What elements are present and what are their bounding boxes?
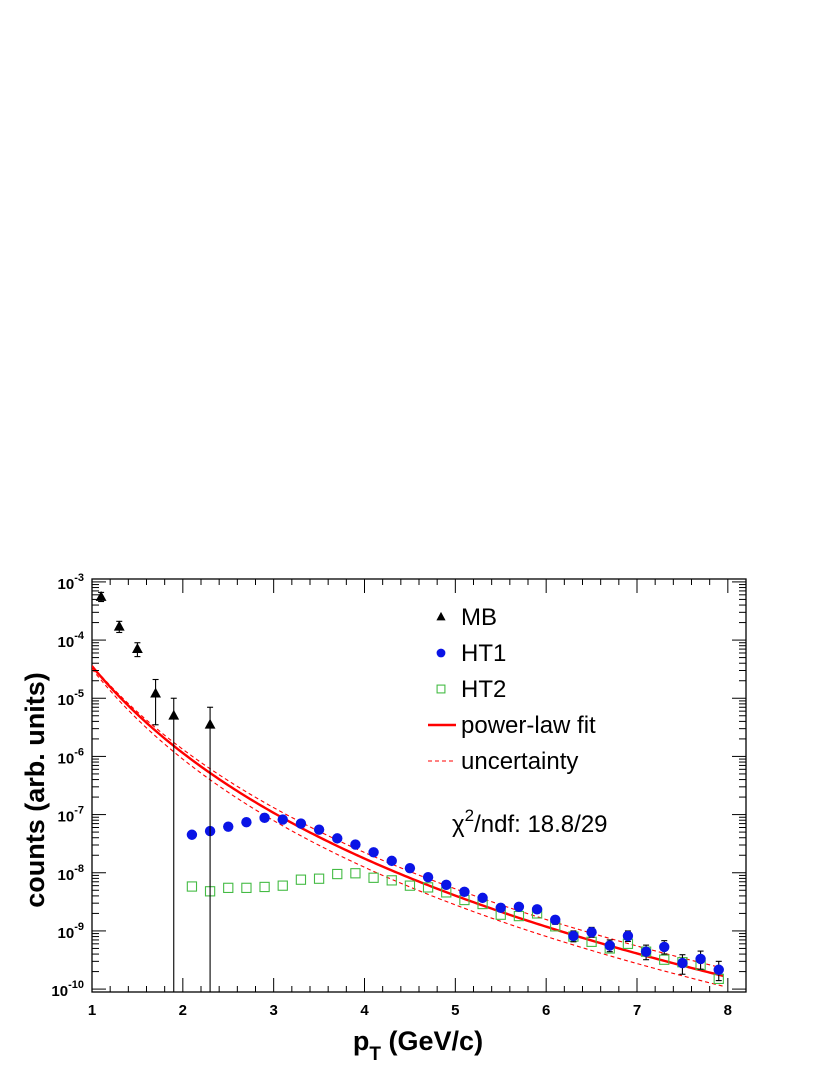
ht2-point xyxy=(186,881,198,892)
ht1-point xyxy=(459,886,470,898)
mb-point xyxy=(168,709,180,720)
ht1-point xyxy=(350,839,361,850)
ht1-point xyxy=(659,941,670,953)
ht1-point xyxy=(332,833,343,844)
uncertainty-upper-curve xyxy=(92,665,724,969)
legend-mb-marker xyxy=(436,611,446,621)
mb-point xyxy=(95,591,107,601)
legend: MB HT1 HT2 power-law fit uncertainty xyxy=(428,604,596,775)
legend-ht1-marker xyxy=(436,648,446,658)
ht1-point xyxy=(404,862,416,874)
y-axis-title: counts (arb. units) xyxy=(20,672,50,908)
ht1-point xyxy=(550,914,561,926)
ht2-point xyxy=(368,872,379,883)
ht1-point xyxy=(422,871,434,883)
y-tick-label: 10-4 xyxy=(58,630,85,651)
y-tick-label: 10-9 xyxy=(58,921,84,942)
ht1-point xyxy=(622,930,634,942)
ht2-point xyxy=(241,882,252,894)
ht1-point xyxy=(386,855,397,867)
ht1-point xyxy=(223,821,234,832)
mb-point xyxy=(132,643,143,653)
ht2-point xyxy=(313,873,325,884)
ht1-point xyxy=(441,879,452,891)
mb-point xyxy=(113,620,125,631)
ht1-point xyxy=(568,930,579,942)
ht2-point xyxy=(350,868,361,879)
chi2-annotation: χ2/ndf: 18.8/29 xyxy=(452,806,608,838)
x-tick-label: 6 xyxy=(542,1002,550,1019)
x-tick-label: 2 xyxy=(179,1002,187,1019)
ht1-point xyxy=(513,901,525,912)
y-tick-label: 10-5 xyxy=(58,688,84,709)
ht2-point xyxy=(386,875,397,886)
x-tick-label: 3 xyxy=(269,1002,277,1019)
x-tick-label: 1 xyxy=(88,1002,96,1019)
legend-label: power-law fit xyxy=(461,712,596,739)
plot-frame-layer xyxy=(91,578,747,993)
ht1-point xyxy=(677,957,688,969)
ht2-point xyxy=(422,882,434,893)
y-tick-label: 10-10 xyxy=(51,979,84,1000)
legend-label: HT2 xyxy=(461,676,506,703)
legend-label: HT1 xyxy=(461,640,506,667)
x-tick-label: 4 xyxy=(360,1002,369,1019)
ht1-point xyxy=(368,847,379,858)
ht1-point xyxy=(531,904,543,915)
ht2-point xyxy=(404,880,416,891)
power-law-fit-curve xyxy=(92,665,724,978)
ht2-point xyxy=(277,880,288,891)
x-tick-label: 7 xyxy=(633,1002,641,1019)
mb-point xyxy=(150,687,161,698)
legend-ht2-marker xyxy=(436,684,446,694)
axis-layer: 1 2 3 4 5 6 7 8 10-10 10-9 10-8 10-7 10-6 10-5 10-4 10-… xyxy=(51,572,747,1019)
y-tick-label: 10-6 xyxy=(58,746,84,767)
mb-point xyxy=(204,718,216,729)
y-tick-label: 10-3 xyxy=(58,572,84,593)
x-tick-label: 8 xyxy=(724,1002,732,1019)
ht1-point xyxy=(477,892,488,904)
ht2-point xyxy=(259,881,270,893)
ht1-point xyxy=(241,816,252,828)
ht1-point xyxy=(259,812,270,824)
x-axis-title: pT (GeV/c) xyxy=(353,1026,483,1065)
ht1-point xyxy=(604,940,615,951)
ht1-point xyxy=(640,946,652,957)
ht2-point xyxy=(295,874,307,885)
ht1-point xyxy=(277,814,288,825)
ht2-point xyxy=(332,868,343,880)
ht2-point xyxy=(223,882,234,894)
points-layer xyxy=(95,591,724,992)
uncertainty-lower-curve xyxy=(92,668,724,987)
x-tick-label: 5 xyxy=(451,1002,459,1019)
ht1-point xyxy=(186,829,198,840)
y-tick-label: 10-8 xyxy=(58,863,84,884)
ht1-point xyxy=(586,927,597,938)
ht1-point xyxy=(695,953,706,965)
legend-label: uncertainty xyxy=(461,748,578,775)
plot-frame xyxy=(91,578,747,993)
ht1-point xyxy=(495,902,506,913)
ht1-point xyxy=(295,818,307,829)
ht1-point xyxy=(313,824,325,835)
y-tick-label: 10-7 xyxy=(58,805,84,826)
ht2-point xyxy=(659,954,670,965)
legend-label: MB xyxy=(461,604,497,631)
ht1-point xyxy=(713,964,724,975)
